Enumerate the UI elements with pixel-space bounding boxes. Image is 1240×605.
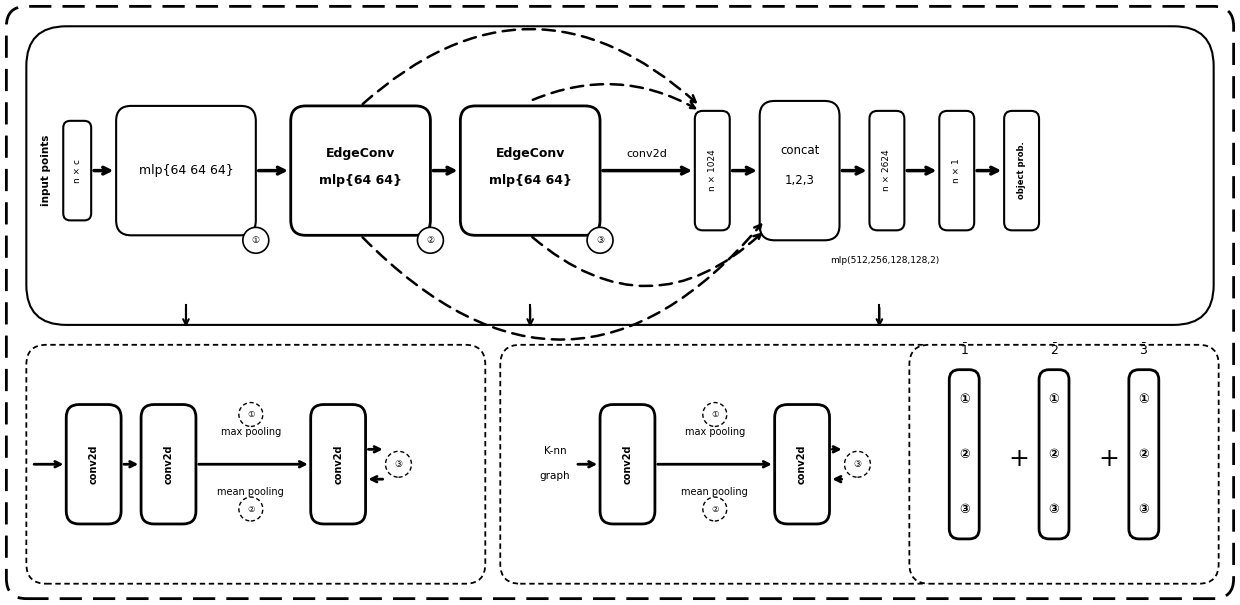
FancyBboxPatch shape <box>311 405 366 524</box>
FancyArrowPatch shape <box>532 234 760 286</box>
Text: conv2d: conv2d <box>164 445 174 484</box>
Text: ①: ① <box>1138 393 1149 406</box>
Text: conv2d: conv2d <box>797 445 807 484</box>
Text: ②: ② <box>711 505 718 514</box>
Text: object prob.: object prob. <box>1017 142 1025 200</box>
Text: ②: ② <box>247 505 254 514</box>
FancyBboxPatch shape <box>869 111 904 231</box>
Circle shape <box>703 402 727 427</box>
Text: $\bar{1}$: $\bar{1}$ <box>960 342 968 358</box>
Text: ③: ③ <box>959 503 970 515</box>
Text: 1,2,3: 1,2,3 <box>785 174 815 187</box>
Text: $\bar{2}$: $\bar{2}$ <box>1050 342 1058 358</box>
FancyBboxPatch shape <box>694 111 730 231</box>
Circle shape <box>703 497 727 521</box>
Text: n × 1024: n × 1024 <box>708 149 717 192</box>
Circle shape <box>239 402 263 427</box>
Text: max pooling: max pooling <box>221 427 281 437</box>
Text: ②: ② <box>1049 448 1059 461</box>
Text: mean pooling: mean pooling <box>682 487 748 497</box>
FancyArrowPatch shape <box>362 224 761 339</box>
Text: concat: concat <box>780 144 820 157</box>
FancyBboxPatch shape <box>290 106 430 235</box>
FancyBboxPatch shape <box>6 7 1234 598</box>
Text: max pooling: max pooling <box>684 427 745 437</box>
FancyBboxPatch shape <box>26 26 1214 325</box>
FancyArrowPatch shape <box>533 84 694 108</box>
FancyBboxPatch shape <box>500 345 939 584</box>
FancyBboxPatch shape <box>460 106 600 235</box>
Text: ③: ③ <box>394 460 403 469</box>
FancyArrowPatch shape <box>362 29 696 104</box>
Text: $\bar{3}$: $\bar{3}$ <box>1140 342 1148 358</box>
Text: n × 2624: n × 2624 <box>883 150 892 191</box>
Text: conv2d: conv2d <box>622 445 632 484</box>
Circle shape <box>844 451 870 477</box>
FancyBboxPatch shape <box>26 345 485 584</box>
Text: graph: graph <box>539 471 570 481</box>
Text: n × c: n × c <box>73 159 82 183</box>
Circle shape <box>386 451 412 477</box>
FancyBboxPatch shape <box>117 106 255 235</box>
Text: +: + <box>1008 447 1029 471</box>
Text: conv2d: conv2d <box>334 445 343 484</box>
Circle shape <box>243 227 269 253</box>
Circle shape <box>239 497 263 521</box>
Text: ③: ③ <box>853 460 862 469</box>
FancyBboxPatch shape <box>760 101 839 240</box>
FancyBboxPatch shape <box>1039 370 1069 539</box>
Text: conv2d: conv2d <box>626 149 667 159</box>
FancyBboxPatch shape <box>66 405 122 524</box>
Text: ①: ① <box>959 393 970 406</box>
Text: ③: ③ <box>1138 503 1149 515</box>
Circle shape <box>418 227 444 253</box>
Text: ①: ① <box>247 410 254 419</box>
Text: ②: ② <box>427 236 434 245</box>
Text: ③: ③ <box>1049 503 1059 515</box>
FancyBboxPatch shape <box>600 405 655 524</box>
Text: +: + <box>1099 447 1120 471</box>
FancyBboxPatch shape <box>939 111 975 231</box>
Text: n × 1: n × 1 <box>952 159 961 183</box>
Text: ②: ② <box>1138 448 1149 461</box>
Text: ②: ② <box>959 448 970 461</box>
Circle shape <box>587 227 613 253</box>
FancyBboxPatch shape <box>63 121 92 220</box>
Text: ①: ① <box>252 236 260 245</box>
Text: K-nn: K-nn <box>544 446 567 456</box>
Text: EdgeConv: EdgeConv <box>326 147 396 160</box>
Text: conv2d: conv2d <box>89 445 99 484</box>
Text: mlp{64 64 64}: mlp{64 64 64} <box>139 164 233 177</box>
FancyBboxPatch shape <box>1004 111 1039 231</box>
Text: ①: ① <box>1049 393 1059 406</box>
Text: EdgeConv: EdgeConv <box>496 147 565 160</box>
Text: mlp{64 64}: mlp{64 64} <box>319 174 402 187</box>
FancyBboxPatch shape <box>1128 370 1159 539</box>
Text: mlp{64 64}: mlp{64 64} <box>489 174 572 187</box>
Text: mlp(512,256,128,128,2): mlp(512,256,128,128,2) <box>830 256 939 265</box>
FancyBboxPatch shape <box>141 405 196 524</box>
Text: mean pooling: mean pooling <box>217 487 284 497</box>
Text: input points: input points <box>41 135 51 206</box>
Text: ①: ① <box>711 410 718 419</box>
FancyBboxPatch shape <box>909 345 1219 584</box>
Text: ③: ③ <box>596 236 604 245</box>
FancyBboxPatch shape <box>950 370 980 539</box>
FancyBboxPatch shape <box>775 405 830 524</box>
